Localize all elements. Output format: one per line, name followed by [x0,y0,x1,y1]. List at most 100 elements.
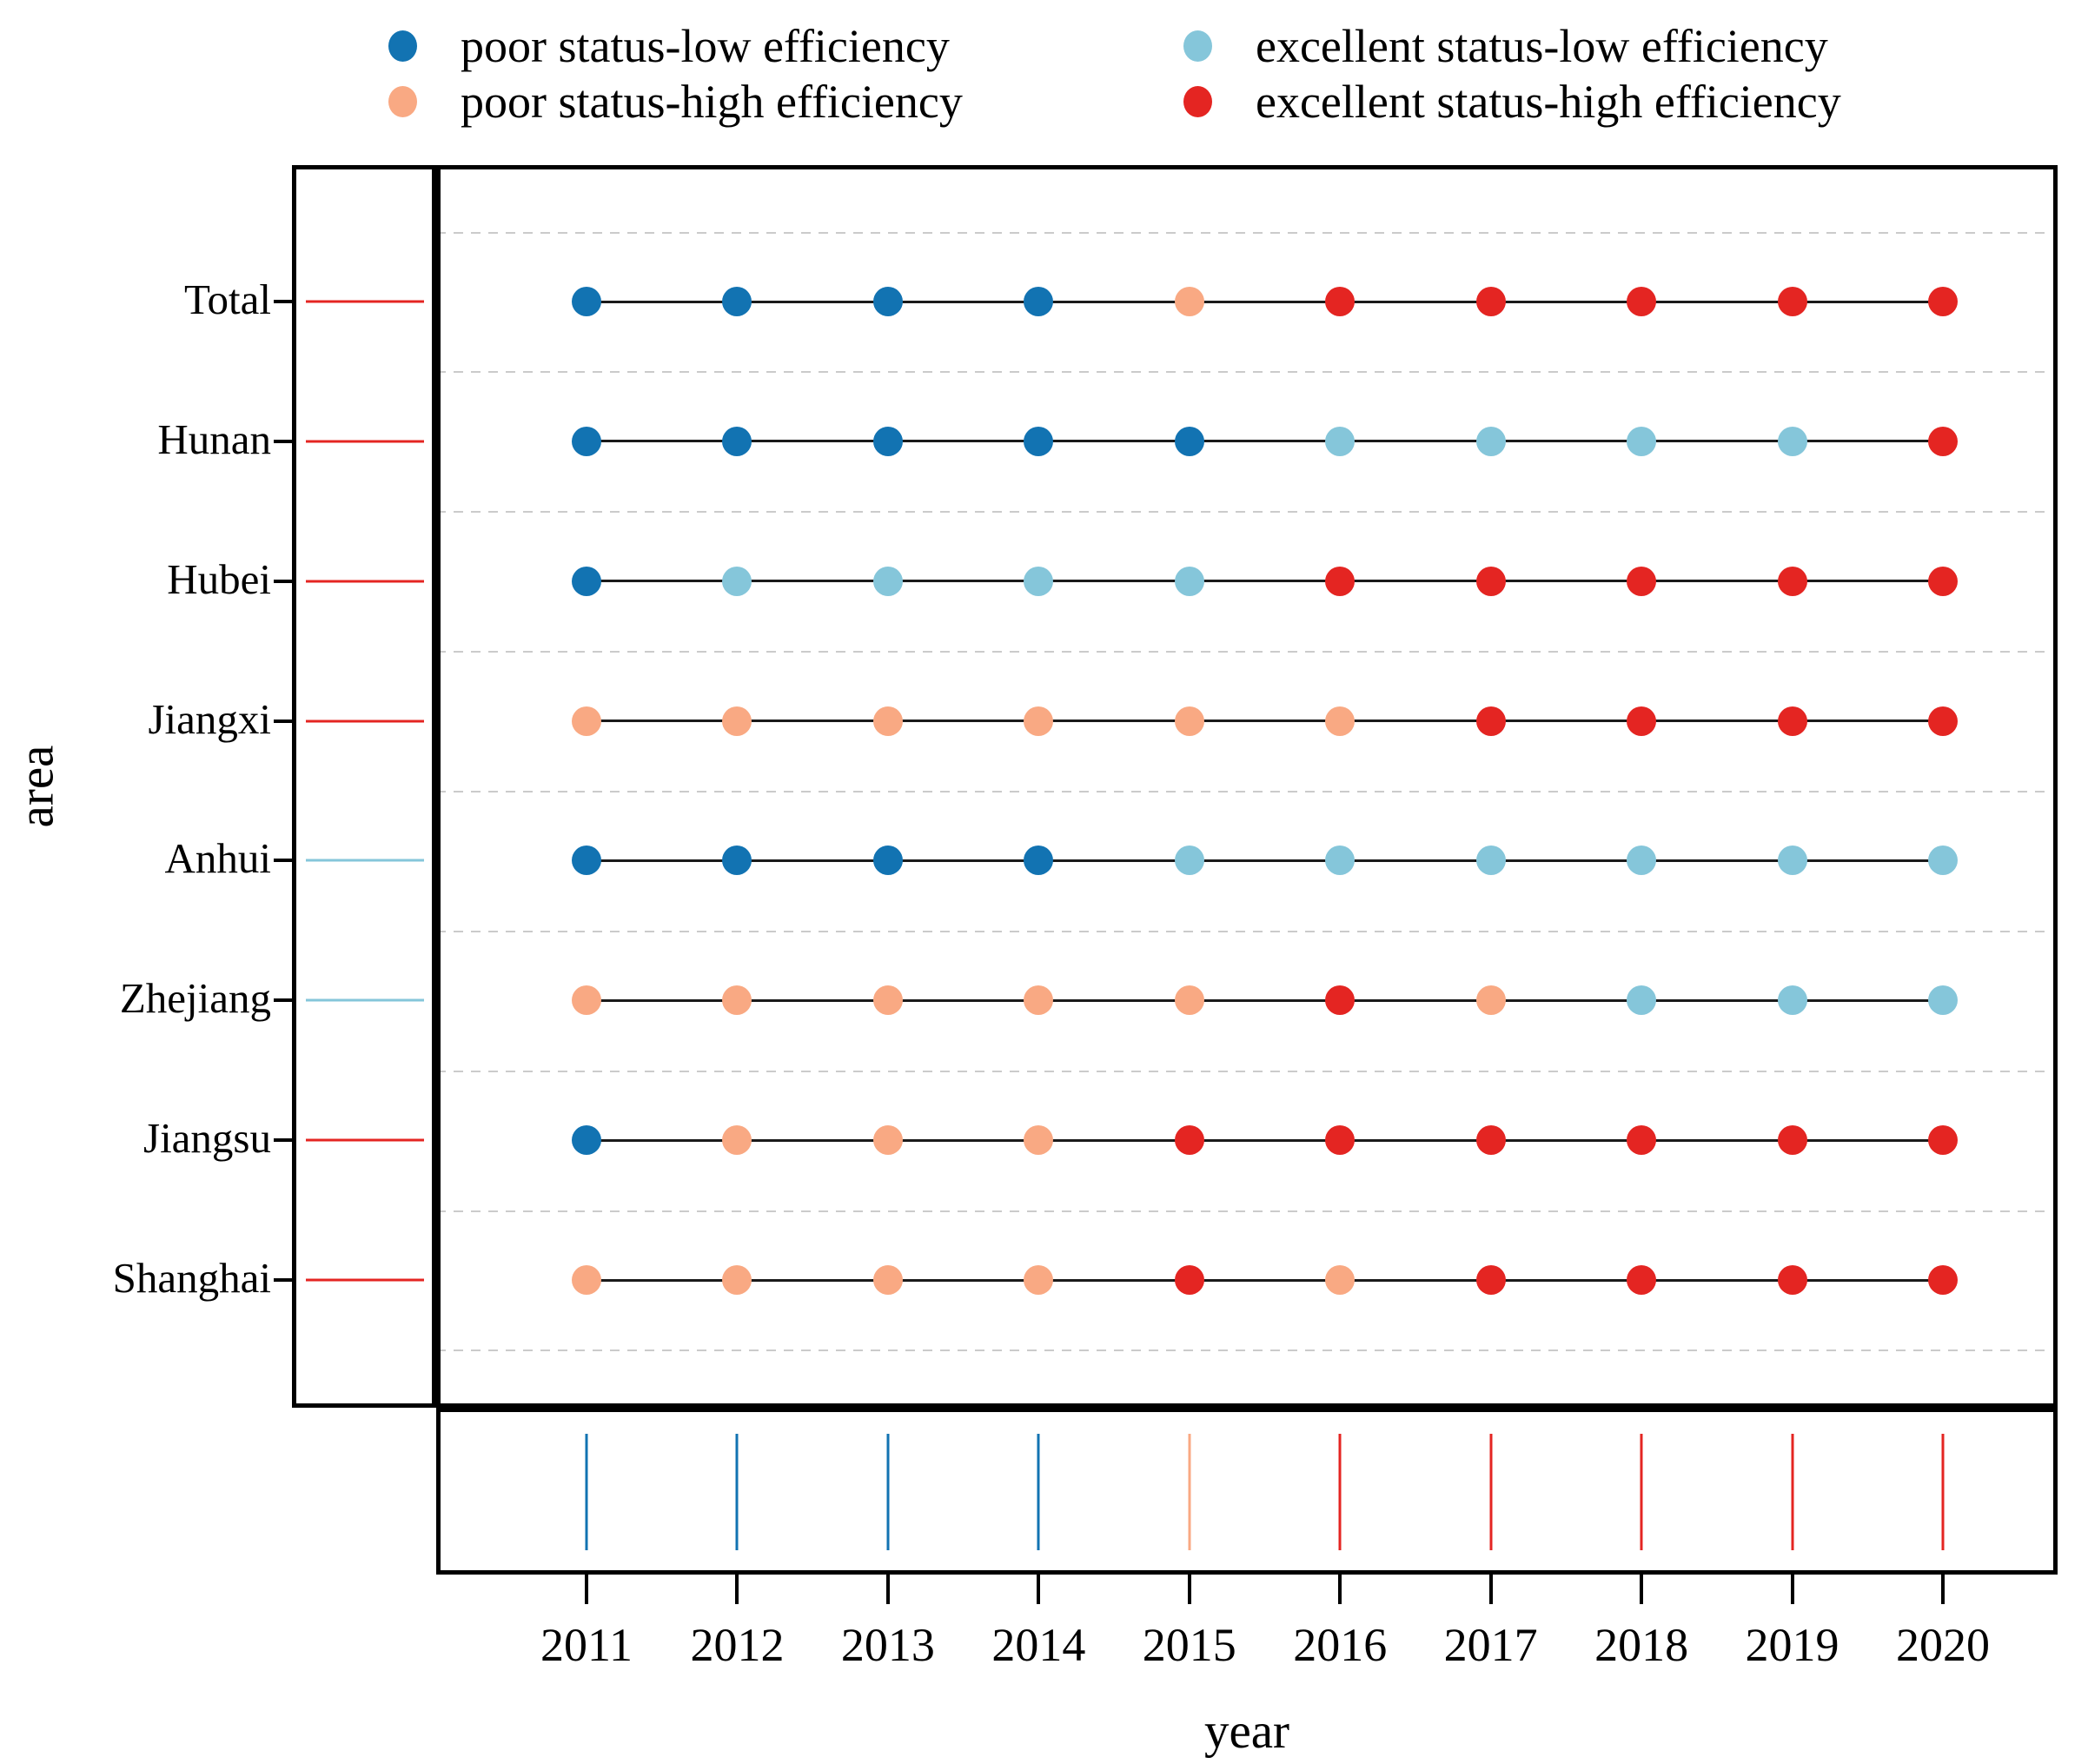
x-tick-label: 2020 [1895,1619,1990,1671]
legend-label: excellent status-high efficiency [1256,76,1841,128]
area-marginal-tick [306,1138,424,1142]
data-point [1174,566,1204,596]
x-tick-label: 2018 [1594,1619,1689,1671]
data-point [1475,846,1506,876]
x-axis-tick [1488,1575,1493,1604]
x-axis-tick [585,1575,588,1604]
data-point [1174,846,1204,876]
x-axis-tick [1037,1575,1041,1604]
grid-line [436,791,2052,792]
y-axis-tick [274,859,292,863]
data-point [1927,985,1958,1016]
data-point [1627,846,1657,876]
data-point [1475,1125,1506,1156]
data-point [872,706,903,736]
data-point [1627,566,1657,596]
data-point [1325,1265,1356,1296]
data-point [1475,706,1506,736]
data-point [872,846,903,876]
year-marginal-tick [735,1434,739,1550]
data-point [722,1265,752,1296]
y-axis-tick [274,1138,292,1143]
data-point [1325,706,1356,736]
y-axis-tick [274,719,292,723]
x-axis-tick [1338,1575,1342,1604]
row-connector-line [587,440,1943,443]
year-marginal-tick [585,1434,588,1550]
grid-line [436,1070,2052,1072]
data-point [1174,985,1204,1016]
data-point [1024,706,1054,736]
year-marginal-tick [1188,1434,1191,1550]
y-axis-tick [274,1278,292,1283]
year-marginal-tick [886,1434,890,1550]
y-tick-label: Anhui [164,834,272,883]
row-connector-line [587,859,1943,862]
legend-item: excellent status-high efficiency [1183,75,1841,129]
legend-marker-dot-icon [388,30,417,62]
data-point [572,287,601,316]
x-axis-tick [1187,1575,1191,1604]
grid-line [436,511,2052,514]
legend-label: poor status-high efficiency [461,76,963,128]
data-point [1475,566,1506,596]
row-connector-line [587,300,1943,303]
y-tick-label: Shanghai [112,1254,271,1303]
legend-label: poor status-low efficiency [461,20,950,72]
area-marginal-tick [306,720,424,723]
data-point [1777,566,1807,596]
year-marginal-tick [1941,1434,1945,1550]
data-point [1325,985,1356,1016]
data-point [722,566,752,596]
data-point [1777,706,1807,736]
data-point [1927,287,1958,316]
grid-line [436,371,2052,374]
area-marginal-tick [306,1278,424,1282]
data-point [872,985,903,1016]
data-point [1927,846,1958,876]
data-point [1325,846,1356,876]
data-point [872,1265,903,1296]
grid-line [436,1350,2052,1352]
data-point [1024,287,1054,316]
data-point [1325,566,1356,596]
bottom-marginal-panel-frame [436,1408,2058,1575]
data-point [572,706,601,736]
data-point [1475,985,1506,1016]
x-axis-tick [1940,1575,1945,1604]
grid-line [436,930,2052,932]
data-point [1627,985,1657,1016]
y-tick-label: Total [184,275,271,324]
data-point [1777,287,1807,316]
data-point [1927,1265,1958,1296]
row-connector-line [587,580,1943,583]
y-tick-label: Hubei [167,554,271,603]
y-axis-tick [274,998,292,1003]
data-point [872,426,903,456]
row-connector-line [587,1278,1943,1282]
data-point [1475,1265,1506,1296]
data-point [1777,985,1807,1016]
data-point [1627,426,1657,456]
legend-label: excellent status-low efficiency [1256,20,1828,72]
row-connector-line [587,998,1943,1002]
data-point [572,846,601,876]
data-point [722,287,752,316]
year-marginal-tick [1640,1434,1643,1550]
data-point [1777,426,1807,456]
left-marginal-panel-frame [292,165,436,1408]
data-point [1024,1125,1054,1156]
data-point [1475,287,1506,316]
year-marginal-tick [1037,1434,1040,1550]
x-tick-label: 2015 [1142,1619,1236,1671]
legend-item: poor status-low efficiency [388,19,950,73]
x-tick-label: 2019 [1745,1619,1839,1671]
data-point [572,1265,601,1296]
data-point [722,985,752,1016]
legend-marker-dot-icon [1183,30,1212,62]
data-point [1927,706,1958,736]
x-tick-label: 2014 [991,1619,1086,1671]
data-point [1024,566,1054,596]
data-point [1627,287,1657,316]
